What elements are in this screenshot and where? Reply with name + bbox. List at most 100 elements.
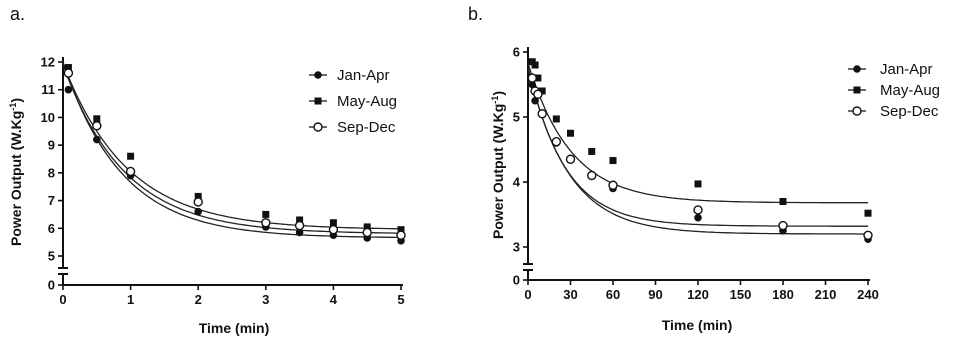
x-tick-label: 90 <box>648 287 662 302</box>
data-point-sep-dec <box>193 197 203 207</box>
data-point-sep-dec <box>608 180 618 190</box>
y-tick-label: 5 <box>48 249 55 264</box>
data-point-may-aug <box>64 64 72 72</box>
y-tick-label: 9 <box>48 138 55 153</box>
data-point-sep-dec <box>533 89 543 99</box>
data-point-may-aug <box>363 223 371 231</box>
data-point-sep-dec <box>92 121 102 131</box>
y-tick-label: 10 <box>41 110 55 125</box>
y-tick-label: 0 <box>48 278 55 293</box>
fit-curve-may-aug <box>527 62 868 204</box>
data-point-may-aug <box>552 115 560 123</box>
x-tick-label: 1 <box>127 292 134 307</box>
x-tick-label: 0 <box>59 292 66 307</box>
data-point-may-aug <box>588 147 596 155</box>
data-point-may-aug <box>296 216 304 224</box>
panel-b-x-axis-title: Time (min) <box>662 317 733 333</box>
fit-curve-jan-apr <box>62 61 401 239</box>
legend-marker-may-aug <box>314 97 322 105</box>
legend-label: Sep-Dec <box>337 119 396 136</box>
data-point-sep-dec <box>778 220 788 231</box>
legend-label: Jan-Apr <box>880 61 933 78</box>
y-tick-label: 12 <box>41 55 55 70</box>
y-tick-label: 6 <box>48 221 55 236</box>
panel-a-legend: Jan-Apr May-Aug Sep-Dec <box>309 67 397 136</box>
panel-a-y-axis-title: Power Output (W.Kg-1) <box>8 98 24 246</box>
panel-a-x-axis-title: Time (min) <box>199 320 270 336</box>
data-point-jan-apr <box>64 85 73 94</box>
x-tick-label: 30 <box>563 287 577 302</box>
panel-a-label: a. <box>10 4 25 24</box>
legend-marker-jan-apr <box>314 71 322 79</box>
x-tick-label: 3 <box>262 292 269 307</box>
data-point-sep-dec <box>396 230 406 240</box>
legend-label: May-Aug <box>337 93 397 110</box>
data-point-sep-dec <box>527 73 537 83</box>
data-point-may-aug <box>864 209 872 217</box>
data-point-sep-dec <box>294 220 305 231</box>
legend-marker-sep-dec <box>852 106 862 116</box>
data-point-may-aug <box>262 210 270 218</box>
y-tick-label: 0 <box>513 273 520 288</box>
x-tick-label: 180 <box>772 287 794 302</box>
x-tick-label: 60 <box>606 287 620 302</box>
y-tick-label: 8 <box>48 165 55 180</box>
data-point-may-aug <box>567 129 574 137</box>
panel-b-legend: Jan-Apr May-Aug Sep-Dec <box>848 61 940 120</box>
fit-curve-sep-dec <box>527 66 868 227</box>
data-point-may-aug <box>779 198 787 205</box>
y-tick-label: 5 <box>513 110 520 125</box>
y-tick-label: 4 <box>513 175 521 190</box>
legend-marker-jan-apr <box>853 65 861 73</box>
data-point-may-aug <box>538 87 546 95</box>
data-point-sep-dec <box>537 109 547 119</box>
x-tick-label: 150 <box>730 287 752 302</box>
panel-b-y-axis-title: Power Output (W.Kg-1) <box>490 91 506 239</box>
legend-marker-may-aug <box>853 86 861 94</box>
data-point-jan-apr <box>93 135 101 144</box>
panel-b-label: b. <box>468 4 483 24</box>
data-point-sep-dec <box>565 154 576 164</box>
data-point-may-aug <box>127 152 135 160</box>
data-point-may-aug <box>694 180 702 188</box>
data-point-sep-dec <box>261 218 271 228</box>
x-tick-label: 2 <box>195 292 202 307</box>
data-point-jan-apr <box>295 228 304 237</box>
data-point-sep-dec <box>863 230 873 241</box>
data-point-may-aug <box>534 74 542 82</box>
fit-curve-sep-dec <box>62 64 401 234</box>
data-point-sep-dec <box>328 224 339 235</box>
data-point-may-aug <box>397 226 405 234</box>
data-point-sep-dec <box>551 136 562 147</box>
data-point-sep-dec <box>587 170 597 181</box>
y-tick-label: 11 <box>41 82 55 97</box>
data-point-may-aug <box>531 61 539 69</box>
y-tick-label: 3 <box>513 240 520 255</box>
data-point-jan-apr <box>194 207 202 216</box>
legend-label: Jan-Apr <box>337 67 390 84</box>
x-tick-label: 240 <box>857 287 879 302</box>
fit-curve-jan-apr <box>527 68 868 235</box>
data-point-sep-dec <box>63 68 74 78</box>
fit-curve-may-aug <box>62 63 401 230</box>
x-tick-label: 0 <box>524 287 531 302</box>
legend-marker-sep-dec <box>313 122 323 132</box>
x-tick-label: 5 <box>397 292 404 307</box>
data-point-sep-dec <box>362 227 372 238</box>
y-tick-label: 7 <box>48 193 55 208</box>
legend-label: May-Aug <box>880 82 940 99</box>
data-point-sep-dec <box>693 205 703 215</box>
data-point-may-aug <box>609 157 617 165</box>
x-tick-label: 4 <box>330 292 338 307</box>
x-tick-label: 210 <box>815 287 837 302</box>
y-tick-label: 6 <box>513 45 520 60</box>
x-tick-label: 120 <box>687 287 709 302</box>
data-point-sep-dec <box>125 166 136 177</box>
data-point-may-aug <box>194 192 202 200</box>
data-point-may-aug <box>329 219 337 227</box>
